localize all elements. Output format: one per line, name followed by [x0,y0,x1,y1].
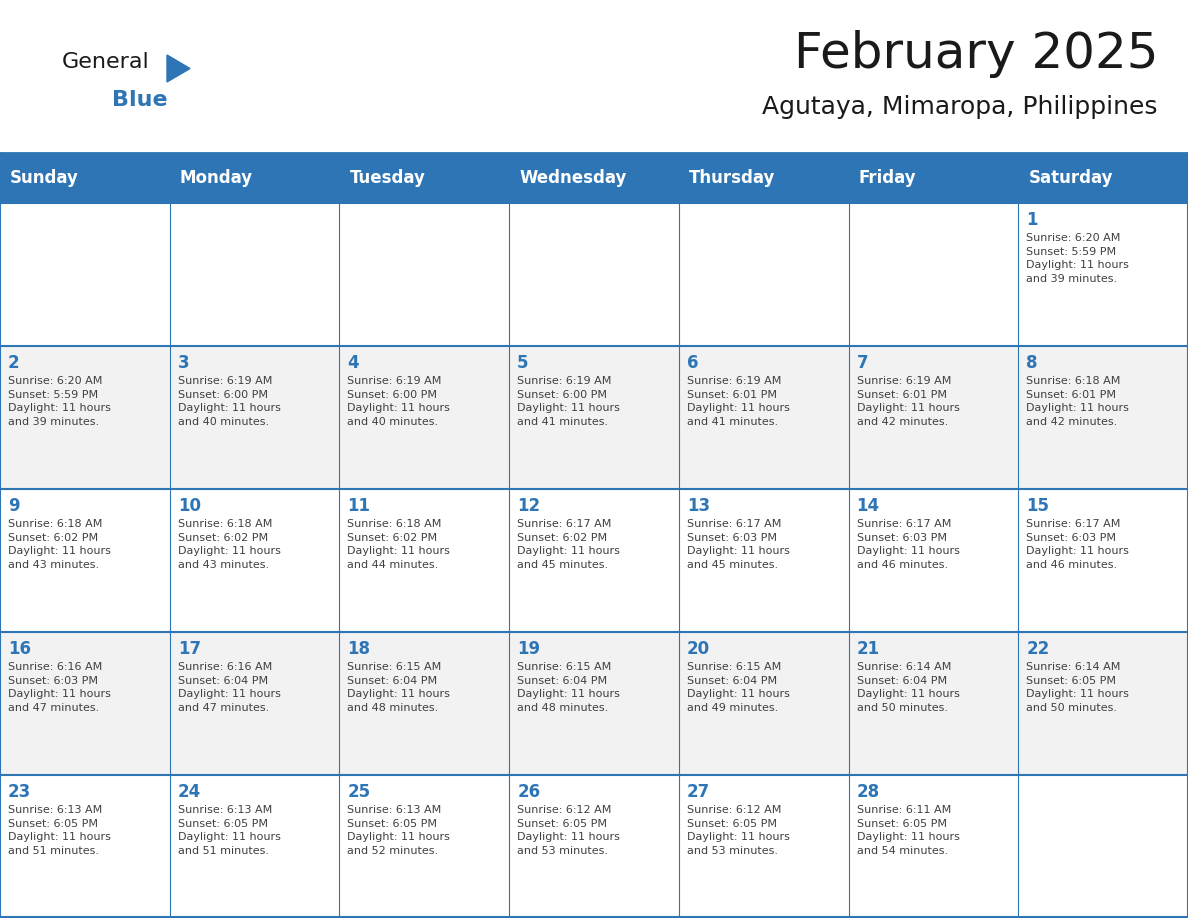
Text: 21: 21 [857,640,879,658]
Polygon shape [168,55,190,82]
Text: 7: 7 [857,354,868,372]
Text: Sunrise: 6:17 AM
Sunset: 6:02 PM
Daylight: 11 hours
and 45 minutes.: Sunrise: 6:17 AM Sunset: 6:02 PM Dayligh… [517,519,620,570]
Text: 22: 22 [1026,640,1049,658]
Text: 13: 13 [687,497,710,515]
Text: Sunrise: 6:20 AM
Sunset: 5:59 PM
Daylight: 11 hours
and 39 minutes.: Sunrise: 6:20 AM Sunset: 5:59 PM Dayligh… [8,376,110,427]
Text: Sunrise: 6:18 AM
Sunset: 6:01 PM
Daylight: 11 hours
and 42 minutes.: Sunrise: 6:18 AM Sunset: 6:01 PM Dayligh… [1026,376,1129,427]
Text: Sunrise: 6:14 AM
Sunset: 6:05 PM
Daylight: 11 hours
and 50 minutes.: Sunrise: 6:14 AM Sunset: 6:05 PM Dayligh… [1026,662,1129,712]
Text: 24: 24 [178,783,201,801]
Text: 6: 6 [687,354,699,372]
Text: 23: 23 [8,783,31,801]
Bar [0,203,1188,346]
Text: Sunrise: 6:17 AM
Sunset: 6:03 PM
Daylight: 11 hours
and 46 minutes.: Sunrise: 6:17 AM Sunset: 6:03 PM Dayligh… [1026,519,1129,570]
Text: Sunrise: 6:13 AM
Sunset: 6:05 PM
Daylight: 11 hours
and 51 minutes.: Sunrise: 6:13 AM Sunset: 6:05 PM Dayligh… [178,805,280,856]
Text: Friday: Friday [859,169,916,187]
Bar [0,632,1188,775]
Text: 8: 8 [1026,354,1038,372]
Text: Sunrise: 6:15 AM
Sunset: 6:04 PM
Daylight: 11 hours
and 48 minutes.: Sunrise: 6:15 AM Sunset: 6:04 PM Dayligh… [517,662,620,712]
Text: Wednesday: Wednesday [519,169,626,187]
Text: Sunrise: 6:16 AM
Sunset: 6:04 PM
Daylight: 11 hours
and 47 minutes.: Sunrise: 6:16 AM Sunset: 6:04 PM Dayligh… [178,662,280,712]
Text: Sunrise: 6:18 AM
Sunset: 6:02 PM
Daylight: 11 hours
and 43 minutes.: Sunrise: 6:18 AM Sunset: 6:02 PM Dayligh… [178,519,280,570]
Bar [0,153,1188,203]
Text: Sunrise: 6:12 AM
Sunset: 6:05 PM
Daylight: 11 hours
and 53 minutes.: Sunrise: 6:12 AM Sunset: 6:05 PM Dayligh… [687,805,790,856]
Bar [0,346,1188,489]
Text: 25: 25 [347,783,371,801]
Text: 26: 26 [517,783,541,801]
Text: 12: 12 [517,497,541,515]
Text: Saturday: Saturday [1029,169,1113,187]
Text: Sunrise: 6:13 AM
Sunset: 6:05 PM
Daylight: 11 hours
and 52 minutes.: Sunrise: 6:13 AM Sunset: 6:05 PM Dayligh… [347,805,450,856]
Text: February 2025: February 2025 [794,30,1158,78]
Text: Sunrise: 6:17 AM
Sunset: 6:03 PM
Daylight: 11 hours
and 46 minutes.: Sunrise: 6:17 AM Sunset: 6:03 PM Dayligh… [857,519,960,570]
Text: 14: 14 [857,497,879,515]
Text: Sunrise: 6:13 AM
Sunset: 6:05 PM
Daylight: 11 hours
and 51 minutes.: Sunrise: 6:13 AM Sunset: 6:05 PM Dayligh… [8,805,110,856]
Text: 10: 10 [178,497,201,515]
Text: 27: 27 [687,783,710,801]
Text: 3: 3 [178,354,189,372]
Text: 19: 19 [517,640,541,658]
Text: 20: 20 [687,640,710,658]
Text: 11: 11 [347,497,371,515]
Text: 4: 4 [347,354,359,372]
Text: 16: 16 [8,640,31,658]
Text: Sunrise: 6:20 AM
Sunset: 5:59 PM
Daylight: 11 hours
and 39 minutes.: Sunrise: 6:20 AM Sunset: 5:59 PM Dayligh… [1026,233,1129,284]
Text: Sunrise: 6:17 AM
Sunset: 6:03 PM
Daylight: 11 hours
and 45 minutes.: Sunrise: 6:17 AM Sunset: 6:03 PM Dayligh… [687,519,790,570]
Text: 17: 17 [178,640,201,658]
Text: Monday: Monday [179,169,253,187]
Text: Blue: Blue [112,90,168,110]
Text: 18: 18 [347,640,371,658]
Text: 2: 2 [8,354,20,372]
Text: 5: 5 [517,354,529,372]
Text: Tuesday: Tuesday [349,169,425,187]
Text: 1: 1 [1026,211,1038,229]
Text: Sunday: Sunday [10,169,78,187]
Text: Thursday: Thursday [689,169,776,187]
Text: Sunrise: 6:15 AM
Sunset: 6:04 PM
Daylight: 11 hours
and 48 minutes.: Sunrise: 6:15 AM Sunset: 6:04 PM Dayligh… [347,662,450,712]
Text: Sunrise: 6:12 AM
Sunset: 6:05 PM
Daylight: 11 hours
and 53 minutes.: Sunrise: 6:12 AM Sunset: 6:05 PM Dayligh… [517,805,620,856]
Text: Agutaya, Mimaropa, Philippines: Agutaya, Mimaropa, Philippines [763,95,1158,119]
Text: 9: 9 [8,497,20,515]
Text: Sunrise: 6:19 AM
Sunset: 6:00 PM
Daylight: 11 hours
and 41 minutes.: Sunrise: 6:19 AM Sunset: 6:00 PM Dayligh… [517,376,620,427]
Text: Sunrise: 6:18 AM
Sunset: 6:02 PM
Daylight: 11 hours
and 44 minutes.: Sunrise: 6:18 AM Sunset: 6:02 PM Dayligh… [347,519,450,570]
Text: Sunrise: 6:15 AM
Sunset: 6:04 PM
Daylight: 11 hours
and 49 minutes.: Sunrise: 6:15 AM Sunset: 6:04 PM Dayligh… [687,662,790,712]
Text: Sunrise: 6:14 AM
Sunset: 6:04 PM
Daylight: 11 hours
and 50 minutes.: Sunrise: 6:14 AM Sunset: 6:04 PM Dayligh… [857,662,960,712]
Text: Sunrise: 6:19 AM
Sunset: 6:01 PM
Daylight: 11 hours
and 41 minutes.: Sunrise: 6:19 AM Sunset: 6:01 PM Dayligh… [687,376,790,427]
Text: Sunrise: 6:18 AM
Sunset: 6:02 PM
Daylight: 11 hours
and 43 minutes.: Sunrise: 6:18 AM Sunset: 6:02 PM Dayligh… [8,519,110,570]
Text: Sunrise: 6:16 AM
Sunset: 6:03 PM
Daylight: 11 hours
and 47 minutes.: Sunrise: 6:16 AM Sunset: 6:03 PM Dayligh… [8,662,110,712]
Text: Sunrise: 6:19 AM
Sunset: 6:01 PM
Daylight: 11 hours
and 42 minutes.: Sunrise: 6:19 AM Sunset: 6:01 PM Dayligh… [857,376,960,427]
Text: 15: 15 [1026,497,1049,515]
Text: Sunrise: 6:11 AM
Sunset: 6:05 PM
Daylight: 11 hours
and 54 minutes.: Sunrise: 6:11 AM Sunset: 6:05 PM Dayligh… [857,805,960,856]
Text: Sunrise: 6:19 AM
Sunset: 6:00 PM
Daylight: 11 hours
and 40 minutes.: Sunrise: 6:19 AM Sunset: 6:00 PM Dayligh… [178,376,280,427]
Text: General: General [62,52,150,72]
Text: Sunrise: 6:19 AM
Sunset: 6:00 PM
Daylight: 11 hours
and 40 minutes.: Sunrise: 6:19 AM Sunset: 6:00 PM Dayligh… [347,376,450,427]
Bar [0,489,1188,632]
Bar [0,775,1188,918]
Text: 28: 28 [857,783,879,801]
